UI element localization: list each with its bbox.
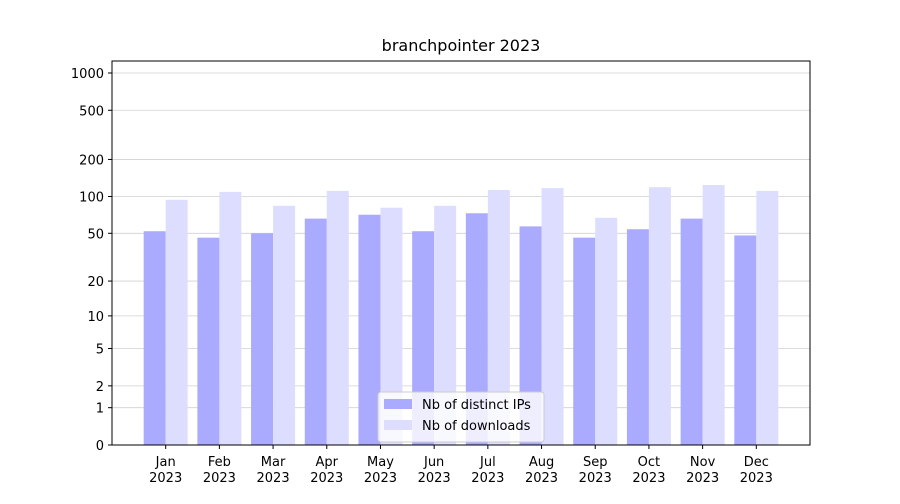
bar bbox=[648, 187, 671, 445]
y-tick-label: 200 bbox=[79, 153, 104, 168]
bar bbox=[165, 199, 188, 445]
x-tick-label: Jan 2023 bbox=[149, 455, 182, 486]
bar bbox=[573, 237, 596, 445]
x-tick-label-month: Jul bbox=[479, 455, 496, 470]
x-tick-label-year: 2023 bbox=[471, 471, 504, 486]
bar bbox=[143, 231, 166, 445]
x-tick-label-year: 2023 bbox=[525, 471, 558, 486]
y-tick-label: 10 bbox=[87, 310, 104, 325]
x-tick-label: Sep 2023 bbox=[579, 455, 612, 486]
x-tick-label-year: 2023 bbox=[203, 471, 236, 486]
x-tick-label-month: Oct bbox=[638, 455, 660, 470]
y-tick-label: 100 bbox=[79, 191, 104, 206]
x-tick-label-year: 2023 bbox=[310, 471, 343, 486]
y-tick-label: 20 bbox=[87, 275, 104, 290]
legend-label: Nb of downloads bbox=[422, 419, 531, 434]
bar bbox=[595, 217, 618, 445]
legend-swatch bbox=[384, 420, 412, 430]
y-tick-label: 2 bbox=[96, 380, 104, 395]
x-tick-label-year: 2023 bbox=[257, 471, 290, 486]
x-tick-label-month: Feb bbox=[208, 455, 231, 470]
bar bbox=[541, 188, 564, 445]
x-tick-label-month: Jun bbox=[423, 455, 444, 470]
bar bbox=[626, 229, 649, 445]
x-tick-label: May 2023 bbox=[364, 455, 397, 486]
x-tick-label-month: May bbox=[367, 455, 394, 470]
legend-box bbox=[377, 391, 545, 443]
bar bbox=[465, 213, 488, 445]
x-tick-label-month: Aug bbox=[529, 455, 554, 470]
x-tick-label-year: 2023 bbox=[579, 471, 612, 486]
x-tick-label: Jul 2023 bbox=[471, 455, 504, 486]
y-tick-label: 50 bbox=[87, 227, 104, 242]
y-tick-label: 5 bbox=[96, 343, 104, 358]
x-tick-label-month: Sep bbox=[583, 455, 608, 470]
x-tick-label-month: Jan bbox=[155, 455, 176, 470]
legend-label: Nb of distinct IPs bbox=[422, 398, 531, 413]
bar bbox=[519, 226, 542, 445]
x-tick-label: Mar 2023 bbox=[257, 455, 290, 486]
x-tick-label-month: Apr bbox=[316, 455, 339, 470]
x-tick-label: Nov 2023 bbox=[686, 455, 719, 486]
chart-title: branchpointer 2023 bbox=[382, 36, 541, 55]
bar bbox=[434, 205, 457, 445]
x-tick-label: Jun 2023 bbox=[418, 455, 451, 486]
x-tick-label-year: 2023 bbox=[418, 471, 451, 486]
legend-swatch bbox=[384, 399, 412, 409]
bar bbox=[734, 235, 757, 445]
bar bbox=[680, 218, 703, 445]
bar bbox=[197, 237, 220, 445]
bar bbox=[358, 214, 381, 445]
y-tick-label: 1 bbox=[96, 402, 104, 417]
bar bbox=[273, 205, 296, 445]
bar bbox=[702, 185, 725, 445]
x-tick-label: Dec 2023 bbox=[740, 455, 773, 486]
x-tick-label: Apr 2023 bbox=[310, 455, 343, 486]
y-tick-label: 1000 bbox=[71, 67, 104, 82]
x-tick-label-month: Dec bbox=[744, 455, 769, 470]
x-tick-label: Aug 2023 bbox=[525, 455, 558, 486]
x-tick-label-year: 2023 bbox=[740, 471, 773, 486]
bar bbox=[219, 191, 242, 445]
x-tick-label-year: 2023 bbox=[686, 471, 719, 486]
x-tick-label-month: Mar bbox=[261, 455, 286, 470]
bar bbox=[326, 190, 349, 445]
x-tick-label-month: Nov bbox=[690, 455, 716, 470]
x-tick-label-year: 2023 bbox=[149, 471, 182, 486]
x-tick-label: Feb 2023 bbox=[203, 455, 236, 486]
y-tick-label: 0 bbox=[96, 439, 104, 454]
plot-frame bbox=[111, 60, 811, 446]
x-tick-label-year: 2023 bbox=[364, 471, 397, 486]
x-tick-label: Oct 2023 bbox=[632, 455, 665, 486]
bar bbox=[487, 189, 510, 445]
bar bbox=[756, 190, 779, 445]
bar bbox=[304, 218, 327, 445]
bar bbox=[380, 207, 403, 445]
y-tick-label: 500 bbox=[79, 104, 104, 119]
bar bbox=[251, 233, 274, 445]
x-tick-label-year: 2023 bbox=[632, 471, 665, 486]
